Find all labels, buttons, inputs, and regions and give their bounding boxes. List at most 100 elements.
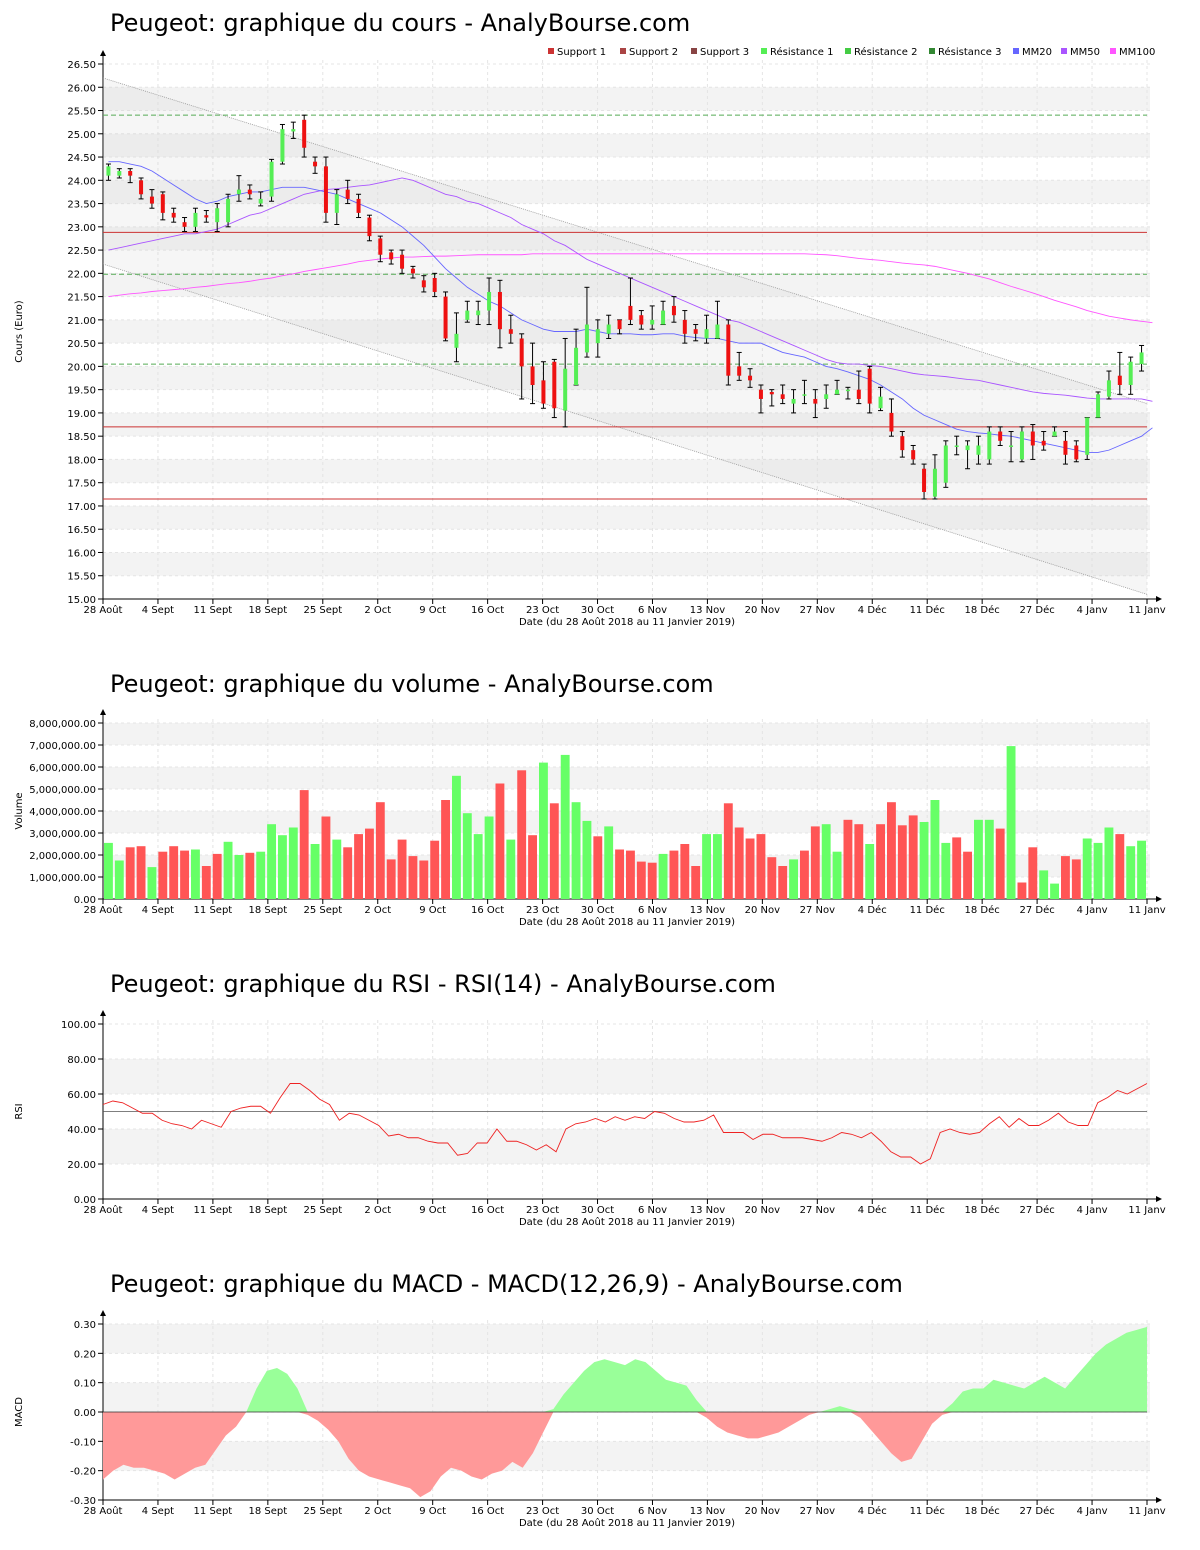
y-tick-label: 1,000,000.00 [29, 873, 96, 884]
x-tick-label: 11 Janv [1128, 905, 1165, 916]
candle-body [247, 189, 252, 195]
volume-bar [343, 847, 353, 899]
volume-bar [1050, 883, 1059, 899]
grid-band [103, 723, 1150, 745]
volume-bar [1137, 840, 1146, 899]
candle-body [1030, 431, 1035, 446]
candle-body [639, 315, 644, 325]
volume-bar [974, 819, 983, 899]
volume-bar [821, 824, 831, 899]
candle-body [889, 412, 894, 432]
candle-body [965, 445, 970, 451]
grid-band [103, 412, 1150, 437]
y-tick-label: 21.50 [67, 293, 96, 304]
macd-negative-area [103, 1412, 1147, 1498]
candle-body [193, 212, 198, 227]
candle-body [389, 252, 394, 260]
volume-bar [789, 859, 798, 899]
grid-band [103, 319, 1150, 344]
candle-body [106, 166, 111, 176]
candle-body [236, 189, 241, 195]
x-tick-label: 28 Août [84, 904, 123, 916]
candle-body [443, 296, 448, 339]
volume-bar [1039, 870, 1049, 899]
candle-body [302, 119, 307, 148]
x-tick-label: 18 Déc [965, 904, 1000, 916]
grid-band [103, 87, 1150, 111]
candle-body [943, 445, 948, 483]
legend-swatch [1110, 48, 1116, 54]
y-axis-arrow [100, 50, 106, 56]
volume-panel: Peugeot: graphique du volume - AnalyBour… [0, 660, 1200, 940]
y-tick-label: 8,000,000.00 [29, 719, 96, 730]
candle-body [1063, 440, 1068, 455]
grid-band [103, 273, 1150, 297]
volume-bar [560, 754, 570, 899]
x-tick-label: 18 Déc [965, 1505, 1000, 1517]
volume-bar [669, 850, 679, 899]
x-tick-label: 9 Oct [419, 1506, 446, 1517]
volume-bar [734, 827, 744, 899]
x-tick-label: 2 Oct [364, 1205, 391, 1216]
volume-bar [952, 837, 962, 899]
y-tick-label: 15.50 [67, 572, 96, 583]
legend-label: Support 1 [557, 47, 606, 58]
candle-body [160, 194, 165, 213]
y-tick-label: 23.50 [67, 200, 96, 211]
candle-body [758, 389, 763, 399]
y-tick-label: 6,000,000.00 [29, 763, 96, 774]
x-tick-label: 11 Déc [910, 904, 945, 916]
x-tick-label: 20 Nov [745, 905, 781, 916]
grid-band [103, 180, 1150, 204]
candle-body [878, 396, 883, 409]
y-tick-label: 22.50 [67, 246, 96, 257]
volume-bar [136, 846, 146, 899]
candle-body [171, 212, 176, 218]
x-tick-label: 13 Nov [690, 905, 726, 916]
candle-body [780, 394, 785, 399]
y-tick-label: 0.20 [74, 1349, 96, 1360]
x-axis-label: Date (du 28 Août 2018 au 11 Janvier 2019… [519, 1517, 735, 1529]
candle-body [563, 368, 568, 411]
volume-chart: 0.00 1,000,000.00 2,000,000.00 3,000,000.00… [14, 709, 1166, 928]
y-tick-label: 60.00 [67, 1090, 96, 1101]
volume-bar [1093, 842, 1103, 899]
x-tick-label: 13 Nov [690, 1205, 726, 1216]
candle-body [1009, 445, 1014, 447]
x-axis-label: Date (du 28 Août 2018 au 11 Janvier 2019… [519, 616, 735, 628]
macd-positive-area [103, 1326, 1147, 1412]
volume-bar [1028, 847, 1038, 899]
volume-bar [832, 851, 842, 899]
candle-body [541, 380, 546, 404]
candle-body [1019, 431, 1024, 460]
y-tick-label: 17.00 [67, 502, 96, 513]
volume-bar [843, 819, 853, 899]
candle-body [824, 394, 829, 399]
price-panel: Peugeot: graphique du cours - AnalyBours… [0, 0, 1200, 640]
x-tick-label: 27 Nov [800, 1506, 836, 1517]
volume-bar [854, 824, 864, 899]
volume-bar [278, 835, 287, 899]
volume-bar [267, 824, 276, 899]
volume-bar [234, 855, 244, 899]
candle-body [1052, 431, 1057, 437]
y-axis-arrow [100, 1310, 106, 1316]
candle-body [856, 389, 861, 399]
volume-bar [767, 857, 777, 899]
y-tick-label: 7,000,000.00 [29, 741, 96, 752]
grid-band [103, 505, 1150, 530]
y-tick-label: 26.50 [67, 60, 96, 71]
volume-bar [332, 839, 342, 899]
volume-bar [593, 836, 603, 899]
volume-bar [256, 851, 266, 899]
legend-label: Résistance 2 [854, 46, 917, 58]
volume-bar [1006, 746, 1016, 899]
candle-body [682, 319, 687, 334]
candle-body [519, 338, 524, 367]
x-tick-label: 13 Nov [690, 1506, 726, 1517]
volume-bar [1082, 838, 1092, 899]
candle-body [1106, 380, 1111, 397]
x-tick-label: 6 Nov [638, 1506, 667, 1517]
candle-body [313, 161, 318, 167]
x-axis-arrow [1156, 896, 1162, 902]
